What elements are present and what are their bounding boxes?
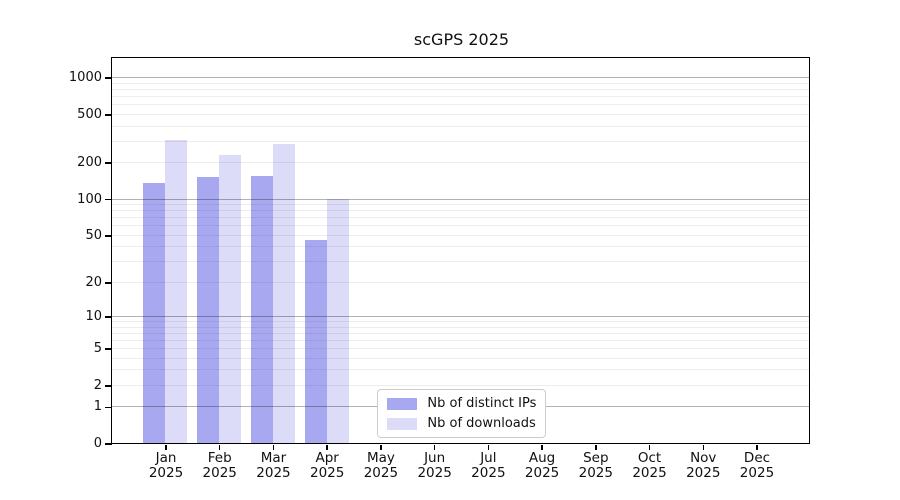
y-tick-label: 5 xyxy=(93,341,102,357)
gridline-minor xyxy=(112,320,810,322)
x-tick-mark xyxy=(272,444,275,450)
gridline-minor xyxy=(112,281,810,283)
legend-swatch xyxy=(387,417,418,430)
gridline-minor xyxy=(112,217,810,219)
gridline-major xyxy=(112,198,810,200)
bar xyxy=(219,154,242,444)
legend: Nb of distinct IPs Nb of downloads xyxy=(377,389,547,439)
y-tick-mark xyxy=(105,282,112,284)
legend-swatch xyxy=(387,397,418,410)
y-tick-mark xyxy=(105,235,112,237)
y-tick-mark xyxy=(105,406,112,409)
bar xyxy=(304,239,327,444)
y-tick-label: 50 xyxy=(85,227,102,243)
gridline-minor xyxy=(112,246,810,248)
grid-layer xyxy=(112,58,810,443)
bar xyxy=(250,176,273,444)
gridline-minor xyxy=(112,261,810,263)
gridline-minor xyxy=(112,369,810,371)
gridline-major xyxy=(112,77,810,79)
x-tick-label: Jan 2025 xyxy=(148,450,184,481)
y-tick-mark xyxy=(105,316,112,318)
x-tick-mark xyxy=(487,444,490,450)
gridline-minor xyxy=(112,140,810,142)
legend-label: Nb of distinct IPs xyxy=(427,396,537,412)
bar xyxy=(197,177,220,444)
bar xyxy=(165,140,188,444)
x-tick-label: Jul 2025 xyxy=(471,450,506,481)
y-tick-mark xyxy=(105,114,112,116)
y-tick-label: 20 xyxy=(85,274,102,290)
gridline-minor xyxy=(112,225,810,227)
y-tick-mark xyxy=(105,443,112,445)
x-tick-label: May 2025 xyxy=(363,450,399,481)
legend-item: Nb of downloads xyxy=(387,415,536,432)
y-tick-label: 1 xyxy=(93,399,102,415)
y-tick-mark xyxy=(105,162,112,164)
y-tick-label: 10 xyxy=(85,309,102,325)
bars-layer xyxy=(112,58,809,444)
bar xyxy=(272,143,295,444)
x-tick-label: Aug 2025 xyxy=(524,450,560,481)
x-tick-label: Mar 2025 xyxy=(256,450,291,481)
y-tick-label: 2 xyxy=(93,377,102,393)
gridline-minor xyxy=(112,357,810,359)
gridline-minor xyxy=(112,210,810,212)
gridline-minor xyxy=(112,339,810,341)
x-tick-mark xyxy=(165,444,167,450)
x-tick-mark xyxy=(756,444,758,450)
x-tick-mark xyxy=(218,444,221,450)
chart-title: scGPS 2025 xyxy=(413,30,510,49)
bar xyxy=(143,182,166,444)
y-tick-mark xyxy=(105,385,112,387)
gridline-minor xyxy=(112,384,810,386)
x-tick-mark xyxy=(433,444,436,450)
x-tick-label: Apr 2025 xyxy=(309,450,345,481)
x-tick-label: Feb 2025 xyxy=(202,450,237,481)
y-tick-label: 500 xyxy=(77,106,102,122)
y-tick-label: 100 xyxy=(77,191,102,207)
y-tick-label: 0 xyxy=(93,436,102,451)
gridline-minor xyxy=(112,326,810,328)
x-tick-mark xyxy=(648,444,651,450)
x-tick-mark xyxy=(380,444,382,450)
x-tick-label: Oct 2025 xyxy=(632,450,667,481)
x-tick-mark xyxy=(702,444,705,450)
y-tick-mark xyxy=(105,348,112,350)
gridline-minor xyxy=(112,204,810,206)
gridline-minor xyxy=(112,348,810,350)
x-tick-label: Jun 2025 xyxy=(417,450,452,481)
x-tick-mark xyxy=(541,444,543,450)
y-tick-label: 1000 xyxy=(68,70,102,86)
y-tick-mark xyxy=(105,198,112,201)
gridline-minor xyxy=(112,113,810,115)
bar xyxy=(326,199,349,444)
x-tick-label: Nov 2025 xyxy=(686,450,721,481)
gridline-minor xyxy=(112,95,810,97)
y-tick-mark xyxy=(105,77,112,79)
gridline-major xyxy=(112,315,810,317)
gridline-minor xyxy=(112,332,810,334)
gridline-minor xyxy=(112,234,810,236)
plot-area: Nb of distinct IPs Nb of downloads xyxy=(111,57,811,445)
x-tick-mark xyxy=(326,444,328,450)
gridline-minor xyxy=(112,125,810,127)
x-tick-mark xyxy=(595,444,597,450)
legend-label: Nb of downloads xyxy=(427,416,536,432)
gridline-minor xyxy=(112,82,810,84)
x-tick-label: Sep 2025 xyxy=(578,450,613,481)
gridline-minor xyxy=(112,162,810,164)
gridline-minor xyxy=(112,88,810,90)
legend-item: Nb of distinct IPs xyxy=(387,395,536,412)
x-tick-label: Dec 2025 xyxy=(739,450,775,481)
y-tick-label: 200 xyxy=(77,155,102,171)
gridline-minor xyxy=(112,104,810,106)
